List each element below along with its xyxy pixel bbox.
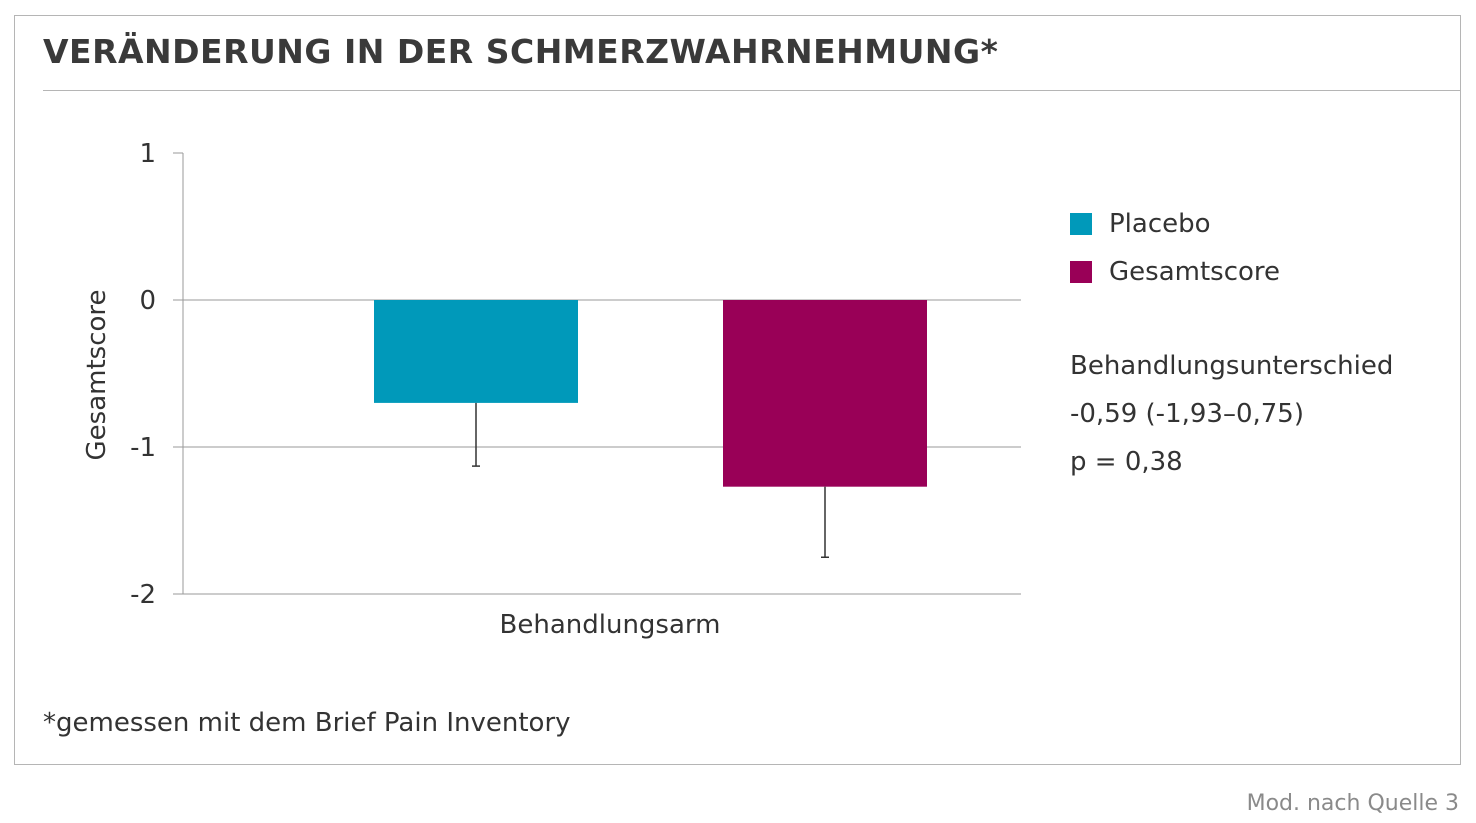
chart-frame — [14, 15, 1461, 765]
y-tick-label: 1 — [139, 139, 156, 169]
legend-item-gesamtscore: Gesamtscore — [1070, 257, 1280, 287]
y-tick-label: -2 — [130, 580, 156, 610]
legend-item-placebo: Placebo — [1070, 209, 1211, 239]
bar-gesamtscore — [723, 300, 927, 487]
bar-placebo — [374, 300, 578, 403]
annotation-heading: Behandlungsunterschied — [1070, 351, 1394, 381]
source-note: Mod. nach Quelle 3 — [1246, 791, 1459, 816]
legend-label-gesamtscore: Gesamtscore — [1109, 257, 1281, 287]
annotation-difference: -0,59 (-1,93–0,75) — [1070, 399, 1304, 429]
y-axis-label: Gesamtscore — [82, 289, 112, 460]
annotation-p-value: p = 0,38 — [1070, 447, 1183, 477]
legend-swatch-placebo — [1070, 213, 1092, 235]
x-axis-label: Behandlungsarm — [500, 610, 721, 640]
title-divider — [43, 90, 1461, 91]
legend-swatch-gesamtscore — [1070, 261, 1092, 283]
y-tick-label: -1 — [130, 433, 156, 463]
y-tick-label: 0 — [139, 286, 156, 316]
legend-label-placebo: Placebo — [1109, 209, 1211, 239]
chart-title: VERÄNDERUNG IN DER SCHMERZWAHRNEHMUNG* — [43, 32, 999, 71]
footnote: *gemessen mit dem Brief Pain Inventory — [43, 708, 571, 738]
